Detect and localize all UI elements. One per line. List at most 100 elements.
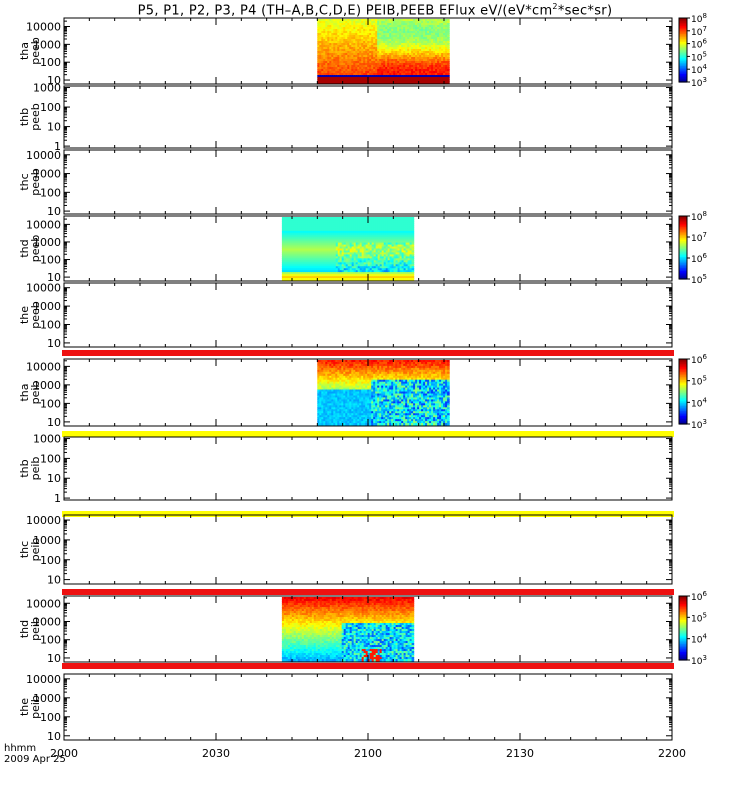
- heatmap-cell: [319, 248, 323, 252]
- heatmap-cell: [337, 19, 340, 22]
- heatmap-cell: [361, 219, 365, 222]
- heatmap-cell: [343, 274, 347, 277]
- heatmap-cell: [399, 71, 402, 74]
- heatmap-cell: [377, 59, 380, 62]
- heatmap-cell: [359, 242, 363, 246]
- heatmap-cell: [429, 81, 432, 84]
- heatmap-cell: [385, 35, 388, 38]
- heatmap-cell: [407, 250, 411, 254]
- heatmap-cell: [297, 242, 301, 246]
- heatmap-cell: [351, 49, 354, 52]
- heatmap-cell: [281, 272, 285, 275]
- heatmap-cell: [371, 260, 375, 263]
- heatmap-cell: [327, 262, 331, 265]
- heatmap-cell: [313, 270, 317, 273]
- heatmap-cell: [329, 240, 333, 244]
- heatmap-cell: [369, 23, 372, 26]
- heatmap-cell: [431, 25, 434, 28]
- heatmap-cell: [311, 232, 315, 236]
- heatmap-cell: [351, 219, 355, 222]
- heatmap-cell: [351, 77, 354, 80]
- heatmap-cell: [353, 23, 356, 26]
- heatmap-cell: [301, 236, 305, 240]
- heatmap-cell: [353, 27, 356, 30]
- colorbar-cell: [679, 266, 687, 269]
- heatmap-cell: [355, 244, 359, 248]
- heatmap-cell: [387, 63, 390, 66]
- heatmap-cell: [387, 278, 391, 281]
- heatmap-cell: [353, 65, 356, 68]
- heatmap-cell: [333, 217, 337, 220]
- heatmap-cell: [355, 57, 358, 60]
- heatmap-cell: [355, 63, 358, 66]
- heatmap-cell: [401, 65, 404, 68]
- heatmap-cell: [307, 270, 311, 273]
- heatmap-cell: [321, 21, 324, 24]
- heatmap-cell: [433, 31, 436, 34]
- heatmap-cell: [397, 244, 401, 248]
- heatmap-cell: [321, 37, 324, 40]
- heatmap-cell: [407, 254, 411, 257]
- heatmap-cell: [339, 250, 343, 254]
- heatmap-cell: [347, 81, 350, 84]
- heatmap-cell: [313, 254, 317, 257]
- heatmap-cell: [339, 77, 342, 80]
- heatmap-cell: [401, 19, 404, 22]
- heatmap-cell: [341, 59, 344, 62]
- heatmap-cell: [405, 39, 408, 42]
- heatmap-cell: [403, 45, 406, 48]
- heatmap-cell: [391, 230, 395, 234]
- heatmap-cell: [317, 415, 320, 418]
- heatmap-cell: [387, 65, 390, 68]
- heatmap-cell: [309, 220, 313, 224]
- heatmap-cell: [379, 264, 383, 267]
- heatmap-cell: [333, 69, 336, 72]
- heatmap-cell: [393, 270, 397, 273]
- heatmap-cell: [387, 246, 391, 250]
- heatmap-cell: [281, 232, 285, 236]
- heatmap-cell: [399, 43, 402, 46]
- product-label: peeb: [29, 37, 42, 65]
- heatmap-cell: [375, 25, 378, 28]
- heatmap-cell: [353, 240, 357, 244]
- heatmap-cell: [381, 262, 385, 265]
- y-tick-label: 10: [47, 121, 61, 134]
- heatmap-cell: [301, 274, 305, 277]
- heatmap-cell: [335, 264, 339, 267]
- heatmap-cell: [287, 262, 291, 265]
- heatmap-cell: [389, 224, 393, 228]
- heatmap-cell: [305, 228, 309, 232]
- heatmap-cell: [391, 59, 394, 62]
- heatmap-cell: [391, 19, 394, 22]
- heatmap-cell: [341, 23, 344, 26]
- heatmap-cell: [361, 230, 365, 234]
- heatmap-cell: [317, 369, 320, 373]
- heatmap-cell: [417, 45, 420, 48]
- heatmap-cell: [363, 69, 366, 72]
- heatmap-cell: [329, 248, 333, 252]
- heatmap-cell: [445, 31, 448, 34]
- heatmap-cell: [337, 41, 340, 44]
- heatmap-cell: [413, 57, 416, 60]
- heatmap-cell: [359, 217, 363, 220]
- heatmap-cell: [419, 71, 422, 74]
- heatmap-cell: [325, 232, 329, 236]
- heatmap-cell: [337, 77, 340, 80]
- heatmap-cell: [323, 260, 327, 263]
- heatmap-cell: [393, 242, 397, 246]
- heatmap-cell: [327, 258, 331, 261]
- heatmap-cell: [387, 79, 390, 82]
- heatmap-cell: [339, 274, 343, 277]
- heatmap-cell: [335, 274, 339, 277]
- heatmap-cell: [333, 71, 336, 74]
- heatmap-cell: [401, 230, 405, 234]
- heatmap-cell: [393, 240, 397, 244]
- heatmap-cell: [441, 75, 444, 78]
- heatmap-cell: [371, 252, 375, 255]
- heatmap-cell: [335, 276, 339, 279]
- heatmap-cell: [321, 362, 324, 365]
- heatmap-cell: [319, 421, 322, 424]
- heatmap-cell: [441, 47, 444, 50]
- heatmap-cell: [361, 79, 364, 82]
- heatmap-cell: [367, 65, 370, 68]
